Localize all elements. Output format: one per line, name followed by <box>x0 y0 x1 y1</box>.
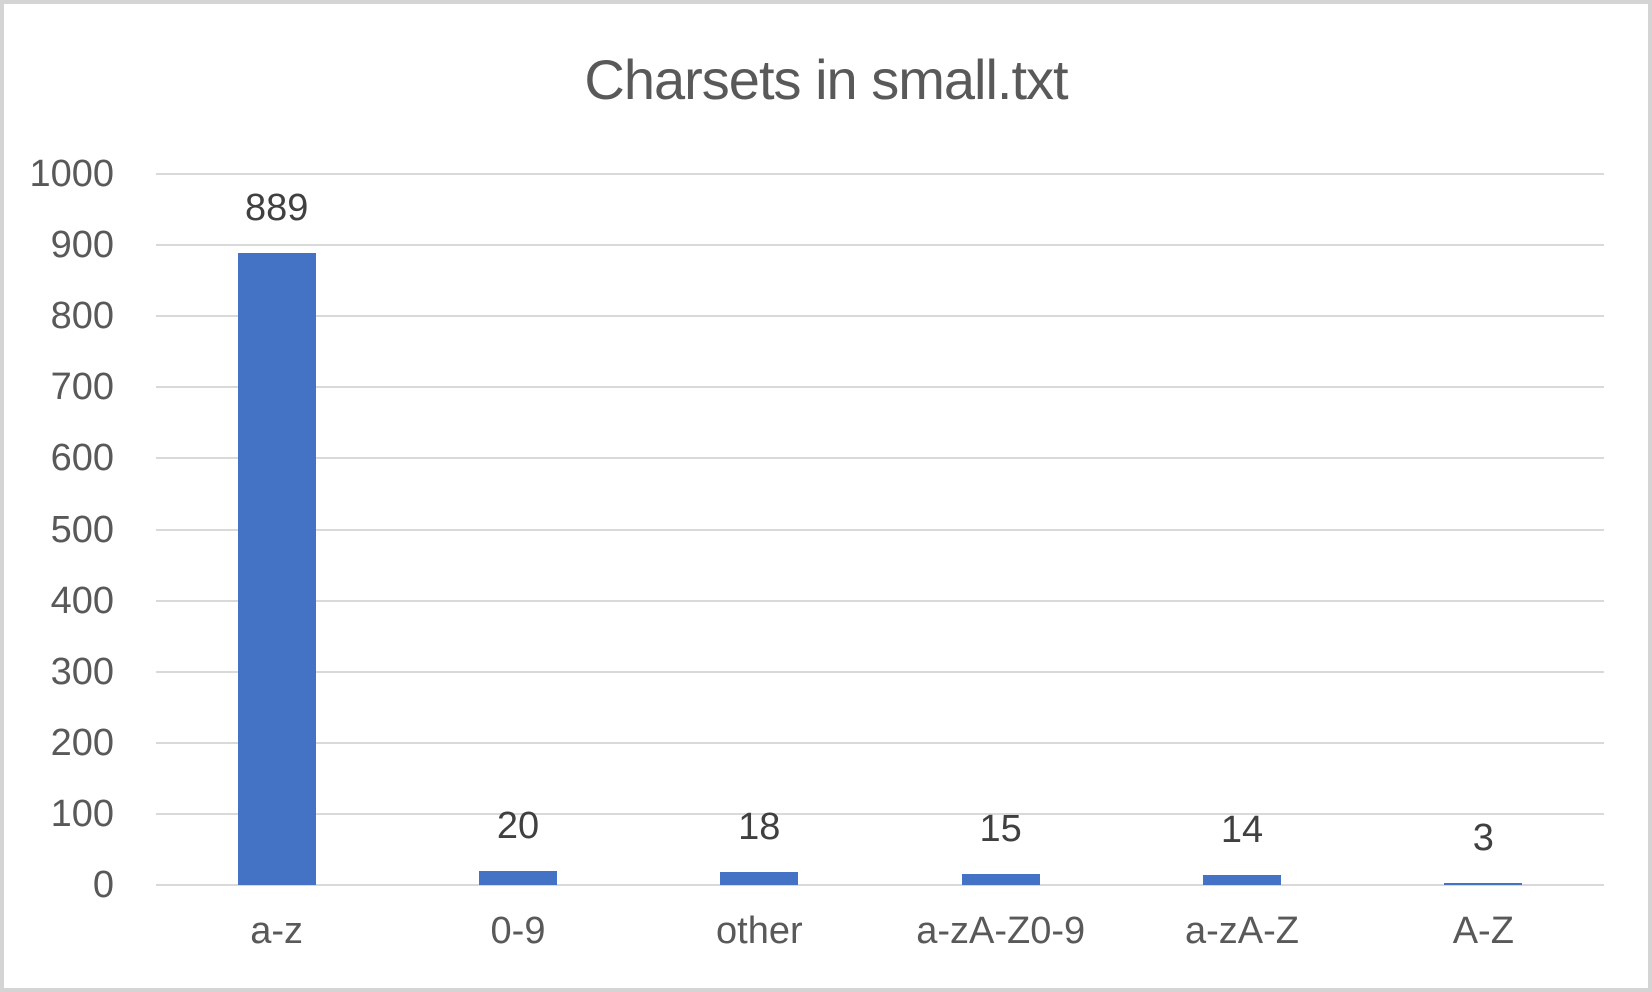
gridline <box>156 670 1604 673</box>
y-axis-tick-label: 700 <box>50 366 114 409</box>
gridline <box>156 741 1604 744</box>
category-label: 0-9 <box>490 910 546 952</box>
gridline <box>156 386 1604 389</box>
category-label: other <box>716 910 803 952</box>
bar <box>1444 882 1523 885</box>
bar <box>1202 875 1281 885</box>
y-axis-tick-label: 400 <box>50 579 114 622</box>
bar-slot: 889 <box>156 174 397 885</box>
gridline <box>156 884 1604 886</box>
category-label: A-Z <box>1452 910 1514 952</box>
gridline <box>156 315 1604 318</box>
bar <box>720 872 799 885</box>
bars-layer: 889 20 18 15 14 3 <box>156 174 1604 885</box>
y-axis-tick-label: 0 <box>92 864 114 906</box>
y-axis-tick-label: 200 <box>50 721 114 764</box>
y-axis-tick-label: 900 <box>50 224 114 267</box>
chart-title: Charsets in small.txt <box>584 48 1068 111</box>
x-axis-labels: a-z 0-9 other a-zA-Z0-9 a-zA-Z A-Z <box>156 912 1604 950</box>
bar-value-label: 20 <box>496 804 540 847</box>
bar <box>237 252 316 885</box>
bar-value-label: 3 <box>1472 816 1494 859</box>
bar-slot: 20 <box>397 174 638 885</box>
bar <box>478 870 557 885</box>
bar-slot: 15 <box>880 174 1121 885</box>
gridline <box>156 528 1604 531</box>
category-label: a-zA-Z <box>1184 910 1299 952</box>
gridline <box>156 173 1604 175</box>
y-axis-tick-label: 500 <box>50 508 114 551</box>
category-label: a-zA-Z0-9 <box>916 910 1086 952</box>
y-axis-tick-label: 800 <box>50 295 114 338</box>
bar-slot: 3 <box>1363 174 1604 885</box>
y-axis-tick-label: 1000 <box>29 153 114 195</box>
bar-slot: 18 <box>639 174 880 885</box>
category-label: a-z <box>250 910 304 952</box>
gridline <box>156 599 1604 602</box>
bars-row: 889 20 18 15 14 3 <box>156 174 1604 885</box>
bar-value-label: 15 <box>979 808 1022 851</box>
bar <box>961 874 1040 885</box>
gridline <box>156 812 1604 815</box>
gridline <box>156 457 1604 460</box>
bar-slot: 14 <box>1121 174 1362 885</box>
y-axis-tick-label: 100 <box>50 792 114 835</box>
bar-value-label: 889 <box>244 186 309 229</box>
bar-value-label: 14 <box>1220 809 1264 852</box>
bar-value-label: 18 <box>738 806 781 849</box>
plot-area: 889 20 18 15 14 3 0 100 200 300 400 500 600 700 800 90… <box>29 155 1604 904</box>
gridline <box>156 244 1604 247</box>
y-axis-tick-label: 600 <box>50 437 114 480</box>
y-axis-tick-label: 300 <box>50 650 114 693</box>
